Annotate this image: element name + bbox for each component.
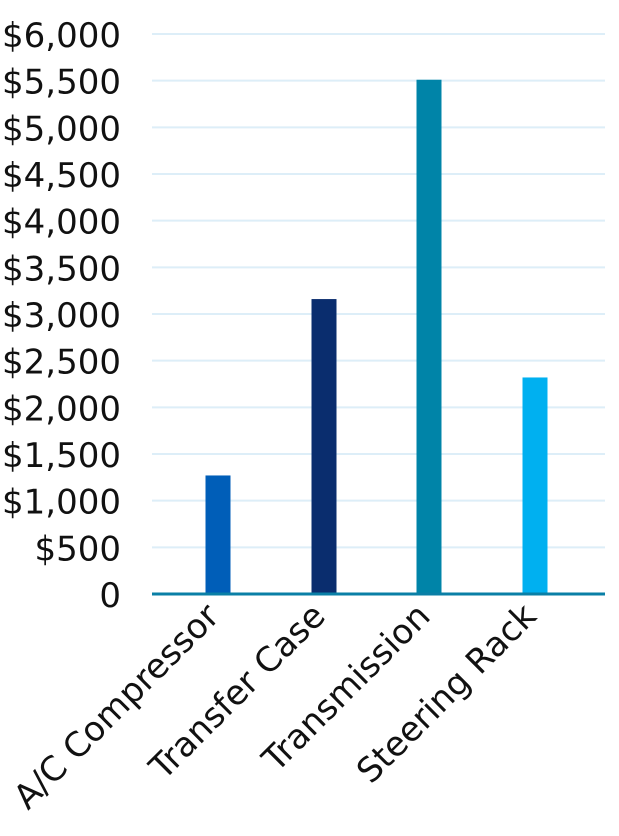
y-tick-label: $1,500 (2, 436, 121, 476)
y-tick-label: $2,500 (2, 343, 121, 383)
y-tick-label: $1,000 (2, 483, 121, 523)
bar (416, 79, 442, 594)
y-axis-tick-labels: 0 $500 $1,000 $1,500 $2,000 $2,500 $3,000 $3,50… (2, 16, 121, 616)
bars (205, 79, 548, 594)
y-tick-label: $3,000 (2, 296, 121, 336)
x-tick-label: Steering Rack (349, 596, 545, 792)
y-tick-label: $3,500 (2, 249, 121, 289)
y-tick-label: $500 (34, 529, 121, 569)
y-tick-label: $4,500 (2, 156, 121, 196)
bar (205, 475, 231, 594)
y-tick-label: $4,000 (2, 203, 121, 243)
bar (311, 299, 337, 594)
y-tick-label: $5,000 (2, 109, 121, 149)
y-tick-label: $6,000 (2, 16, 121, 56)
y-tick-label: $2,000 (2, 389, 121, 429)
bar (522, 377, 548, 594)
y-tick-label: $5,500 (2, 63, 121, 103)
y-tick-label: 0 (99, 576, 121, 616)
